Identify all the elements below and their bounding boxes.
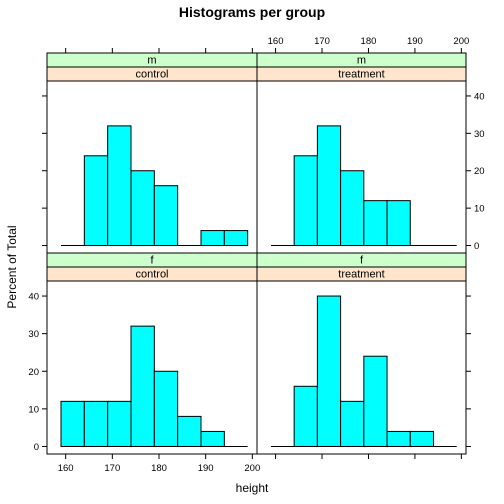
panel-m-treatment: m treatment 160 170 180 190 200 0 10 20 30 40 xyxy=(256,36,485,254)
histogram-bar xyxy=(223,230,249,247)
strip-sex-label: m xyxy=(147,55,156,67)
panel-frame xyxy=(256,280,467,455)
y-tick-label: 30 xyxy=(28,329,39,340)
histogram-bar xyxy=(340,170,365,247)
histogram-bar xyxy=(200,430,225,447)
histogram-bar xyxy=(130,325,155,447)
x-tick-label: 190 xyxy=(407,36,423,47)
x-tick-label: 170 xyxy=(314,36,330,47)
histogram-bar xyxy=(363,200,388,247)
histogram-bar xyxy=(293,155,318,247)
histogram-bar xyxy=(153,185,179,247)
histogram-bar xyxy=(107,125,132,247)
y-tick-label: 0 xyxy=(34,442,39,453)
x-tick-label: 180 xyxy=(151,463,167,474)
histogram-bar xyxy=(153,370,179,447)
y-axis-label: Percent of Total xyxy=(5,225,19,308)
histogram-bar xyxy=(386,430,411,447)
histogram-bar xyxy=(177,415,202,447)
histogram-bar xyxy=(316,125,342,247)
panel-m-control: m control xyxy=(42,48,258,254)
strip-sex-label: f xyxy=(150,255,154,267)
histogram-bar xyxy=(107,400,132,447)
histogram-bar xyxy=(340,400,365,447)
histogram-bar xyxy=(316,295,342,447)
x-tick-label: 170 xyxy=(104,463,120,474)
panel-f-control: f control 160 170 180 190 200 0 10 20 30 40 xyxy=(28,252,260,474)
histogram-bar xyxy=(293,385,318,447)
strip-group-label: control xyxy=(135,69,168,81)
histogram-bar xyxy=(83,155,109,247)
x-tick-label: 200 xyxy=(453,36,469,47)
histogram-bar xyxy=(130,170,155,247)
histogram-bar xyxy=(363,355,388,447)
y-tick-label: 40 xyxy=(28,292,39,303)
x-tick-label: 160 xyxy=(58,463,74,474)
chart-title: Histograms per group xyxy=(179,4,325,20)
strip-sex-label: f xyxy=(360,255,364,267)
y-tick-label: 20 xyxy=(28,367,39,378)
y-tick-label: 20 xyxy=(474,166,485,177)
x-axis-label: height xyxy=(236,481,269,495)
histogram-bar xyxy=(386,200,411,247)
y-tick-label: 10 xyxy=(28,404,39,415)
y-tick-label: 0 xyxy=(474,241,479,252)
x-tick-label: 180 xyxy=(361,36,377,47)
strip-sex-label: m xyxy=(357,55,366,67)
y-tick-label: 10 xyxy=(474,204,485,215)
strip-group-label: treatment xyxy=(338,69,384,81)
panel-f-treatment: f treatment xyxy=(256,252,471,459)
strip-group-label: treatment xyxy=(338,269,384,281)
x-tick-label: 200 xyxy=(244,463,260,474)
histogram-bar xyxy=(60,400,85,447)
strip-group-label: control xyxy=(135,269,168,281)
y-tick-label: 30 xyxy=(474,129,485,140)
histogram-bar xyxy=(83,400,109,447)
histogram-bar xyxy=(409,430,434,447)
x-tick-label: 160 xyxy=(268,36,284,47)
x-tick-label: 190 xyxy=(198,463,214,474)
y-tick-label: 40 xyxy=(474,91,485,102)
histogram-bar xyxy=(200,230,225,247)
